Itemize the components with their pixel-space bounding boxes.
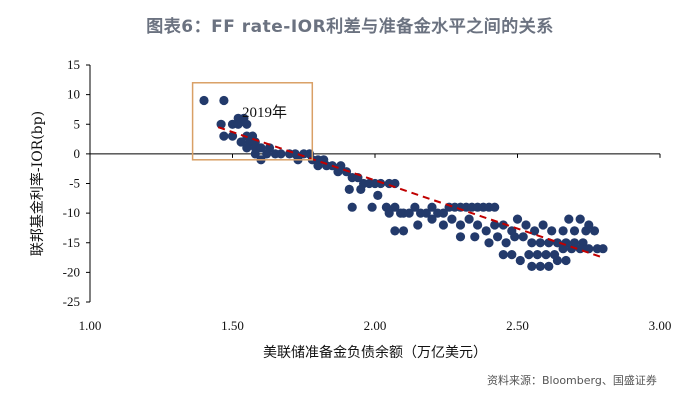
data-point [569, 226, 580, 236]
data-point [493, 232, 503, 242]
data-point [544, 261, 554, 271]
x-tick-labels: 1.00 1.50 2.00 2.50 3.00 [79, 318, 672, 333]
data-point [373, 190, 383, 200]
data-point [510, 232, 520, 242]
data-point [199, 95, 209, 106]
y-axis-title: 联邦基金利率-IOR(bp) [29, 111, 46, 256]
data-point [473, 220, 483, 230]
trendline [217, 126, 604, 259]
data-point [541, 250, 551, 260]
y-tick-label: 10 [67, 87, 80, 102]
data-points [199, 95, 608, 271]
data-point [558, 226, 568, 236]
data-point [219, 131, 229, 141]
data-point [242, 143, 252, 153]
data-point [447, 214, 457, 224]
data-point [481, 226, 491, 236]
y-tick-labels: 15 10 5 0 -5 -10 -15 -20 -25 [63, 57, 80, 309]
data-point [532, 250, 543, 260]
annotation-label: 2019年 [242, 104, 287, 121]
x-tick-label: 2.50 [506, 318, 529, 333]
data-point [427, 202, 437, 212]
annotation-box [191, 82, 314, 161]
data-point [524, 250, 534, 260]
data-point [470, 232, 480, 242]
data-point [390, 202, 400, 212]
axes [86, 64, 661, 303]
data-point [484, 238, 494, 248]
data-point [501, 238, 511, 248]
data-point [552, 238, 563, 248]
data-point [547, 226, 557, 236]
data-point [552, 255, 563, 266]
data-point [264, 143, 275, 153]
x-tick-label: 3.00 [649, 318, 672, 333]
data-point [384, 208, 394, 218]
data-point [521, 220, 531, 230]
x-tick-label: 2.00 [364, 318, 387, 333]
data-point [498, 220, 508, 230]
annotation: 2019年 [191, 82, 314, 161]
data-point [558, 244, 568, 254]
data-point [242, 119, 252, 129]
data-point [490, 202, 500, 212]
data-point [250, 149, 260, 159]
data-point [455, 220, 466, 230]
data-point [538, 220, 548, 230]
data-point [527, 261, 537, 271]
data-point [575, 214, 585, 224]
data-point [535, 261, 545, 271]
figure-title: 图表6：FF rate-IOR利差与准备金水平之间的关系 [146, 17, 554, 37]
data-point [219, 95, 229, 106]
data-point [438, 220, 448, 230]
y-tick-label: -20 [63, 264, 80, 279]
x-axis-title: 美联储准备金负债余额（万亿美元） [263, 344, 487, 361]
data-point [367, 202, 377, 212]
data-point [236, 137, 246, 147]
y-tick-label: 5 [74, 116, 81, 131]
data-point [398, 226, 409, 236]
data-point [584, 220, 594, 230]
y-tick-label: 15 [67, 57, 80, 72]
trendline-path [217, 126, 604, 259]
source-note: 资料来源：Bloomberg、国盛证券 [487, 374, 657, 387]
y-tick-label: -5 [69, 176, 80, 191]
data-point [421, 208, 431, 218]
data-point [498, 250, 508, 260]
data-point [535, 238, 545, 248]
data-point [515, 255, 525, 266]
data-point [589, 226, 600, 236]
data-point [567, 244, 577, 254]
data-point [464, 214, 474, 224]
data-point [512, 214, 523, 224]
y-tick-label: -10 [63, 205, 80, 220]
data-point [313, 161, 323, 171]
data-point [438, 208, 448, 218]
y-tick-label: -15 [63, 235, 80, 250]
y-tick-label: -25 [63, 294, 80, 309]
data-point [404, 208, 414, 218]
data-point [410, 202, 420, 212]
data-point [561, 255, 571, 266]
data-point [276, 149, 286, 159]
data-point [518, 232, 528, 242]
data-point [256, 143, 266, 153]
data-point [527, 238, 537, 248]
y-tick-label: 0 [74, 146, 81, 161]
x-tick-label: 1.50 [221, 318, 244, 333]
data-point [427, 214, 437, 224]
data-point [356, 184, 366, 194]
data-point [507, 250, 517, 260]
x-tick-label: 1.00 [79, 318, 102, 333]
data-point [344, 184, 354, 194]
data-point [413, 220, 423, 230]
data-point [564, 214, 574, 224]
data-point [390, 226, 400, 236]
data-point [347, 202, 357, 212]
data-point [530, 226, 540, 236]
data-point [598, 244, 608, 254]
data-point [455, 232, 466, 242]
